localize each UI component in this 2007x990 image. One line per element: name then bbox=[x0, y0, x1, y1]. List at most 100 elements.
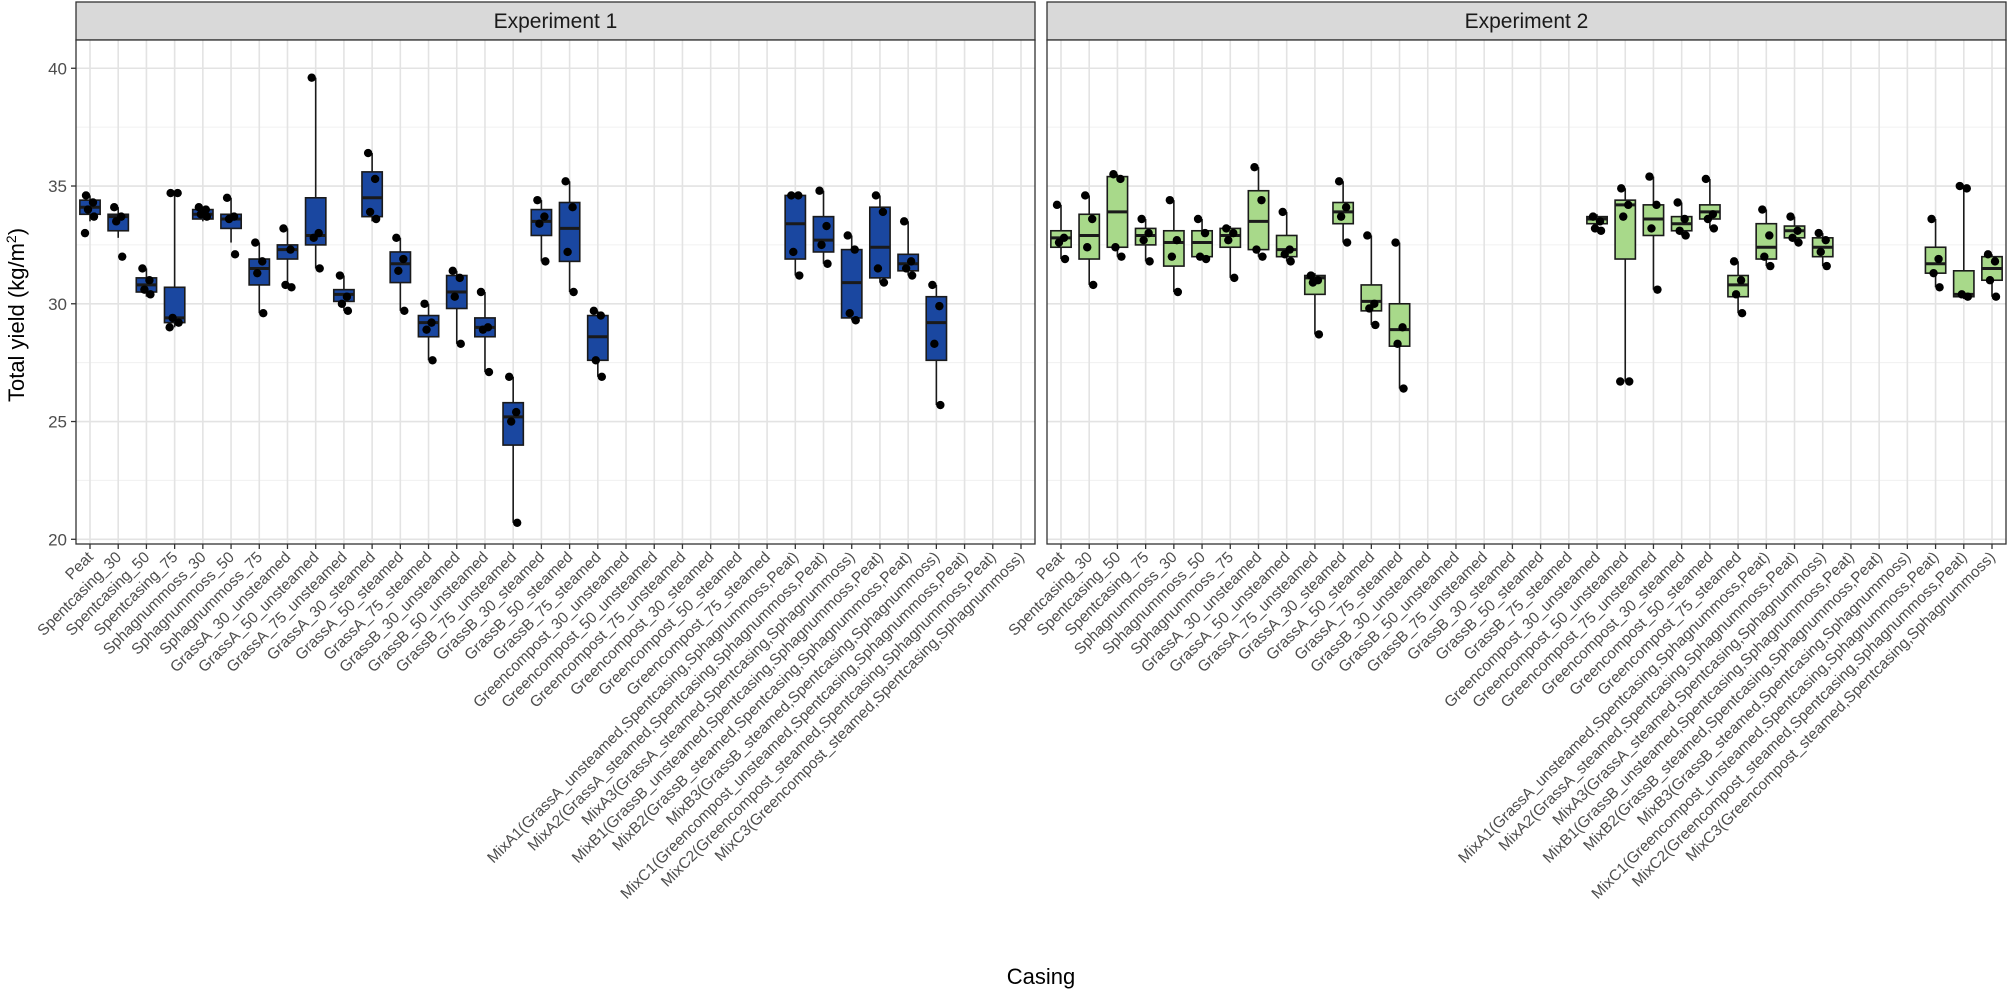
data-point bbox=[1680, 214, 1689, 224]
box-GrassB_30_steamed bbox=[530, 195, 553, 266]
data-point bbox=[1625, 377, 1634, 386]
box-MixB3(GrassB_steamed,Spentcasing,Sphagnummoss) bbox=[925, 280, 948, 410]
data-point bbox=[307, 73, 316, 82]
data-point bbox=[1341, 203, 1351, 212]
data-point bbox=[168, 313, 177, 323]
box-Greencompost_75_unsteamed bbox=[1642, 172, 1665, 294]
data-point bbox=[899, 217, 909, 226]
data-point bbox=[140, 285, 149, 294]
box-GrassA_30_steamed bbox=[361, 148, 384, 224]
data-point bbox=[789, 247, 798, 257]
box-MixC3(Greencompost_steamed,Spentcasing,Sphagnummoss) bbox=[1981, 250, 2003, 301]
data-point bbox=[476, 287, 486, 297]
data-point bbox=[1172, 235, 1182, 245]
data-point bbox=[224, 214, 234, 224]
box-Sphagnummoss_30 bbox=[191, 203, 214, 222]
box-Greencompost_50_steamed bbox=[1698, 174, 1721, 233]
strip-background bbox=[1046, 1, 2007, 41]
data-point bbox=[1588, 212, 1598, 221]
y-tick-label: 25 bbox=[48, 413, 67, 432]
data-point bbox=[138, 264, 147, 273]
data-point bbox=[1109, 170, 1118, 179]
data-point bbox=[568, 203, 577, 212]
data-point bbox=[1200, 228, 1210, 238]
box-GrassA_50_steamed bbox=[389, 233, 412, 316]
data-point bbox=[1222, 224, 1231, 233]
box-Sphagnummoss_30 bbox=[1162, 195, 1185, 297]
box-Spentcasing_30 bbox=[1078, 191, 1101, 290]
box-body bbox=[558, 201, 581, 263]
data-point bbox=[1617, 184, 1626, 193]
data-point bbox=[337, 299, 347, 308]
data-point bbox=[795, 271, 804, 280]
strip-title: Experiment 2 bbox=[1465, 10, 1589, 33]
box-GrassA_50_steamed bbox=[1360, 231, 1383, 330]
box-body bbox=[868, 206, 891, 279]
box-GrassA_75_steamed bbox=[417, 299, 440, 365]
data-point bbox=[1991, 292, 2001, 301]
box-body bbox=[361, 171, 384, 218]
panel-2: Experiment 2PeatSpentcasing_30Spentcasin… bbox=[1005, 1, 2007, 903]
data-point bbox=[907, 271, 917, 280]
data-point bbox=[88, 198, 98, 207]
data-point bbox=[1983, 250, 1993, 259]
data-point bbox=[1963, 292, 1972, 301]
data-point bbox=[879, 278, 889, 287]
data-point bbox=[1675, 226, 1684, 235]
data-point bbox=[166, 188, 175, 198]
data-point bbox=[512, 518, 522, 528]
data-point bbox=[1229, 228, 1238, 238]
strip-background bbox=[75, 1, 1036, 41]
data-point bbox=[194, 203, 204, 212]
data-point bbox=[371, 214, 381, 224]
box-body bbox=[1162, 229, 1185, 267]
data-point bbox=[1709, 224, 1719, 233]
data-point bbox=[597, 372, 607, 381]
data-point bbox=[1111, 243, 1120, 252]
box-MixC1(Greencompost_unsteamed,Spentcasing,Sphagnummoss,Peat) bbox=[1924, 214, 1947, 292]
data-point bbox=[1794, 238, 1803, 247]
data-point bbox=[817, 240, 826, 250]
data-point bbox=[1336, 212, 1346, 221]
data-point bbox=[1165, 195, 1175, 205]
box-Spentcasing_50 bbox=[1106, 170, 1129, 261]
data-point bbox=[112, 217, 121, 226]
box-GrassB_30_unsteamed bbox=[445, 266, 468, 349]
data-point bbox=[1766, 261, 1775, 271]
data-point bbox=[1363, 231, 1372, 240]
data-point bbox=[1786, 212, 1795, 221]
y-tick-label: 20 bbox=[48, 530, 67, 549]
data-point bbox=[504, 372, 514, 381]
data-point bbox=[1737, 308, 1747, 318]
box-MixC2(Greencompost_steamed,Spentcasing,Sphagnummoss,Peat) bbox=[1952, 181, 1975, 301]
data-point bbox=[1821, 235, 1830, 245]
box-MixA2(GrassA_steamed,Spentcasing,Sphagnummoss,Peat) bbox=[1783, 212, 1806, 247]
box-Sphagnummoss_75 bbox=[248, 238, 271, 318]
data-point bbox=[1929, 268, 1938, 278]
data-point bbox=[428, 356, 437, 365]
data-point bbox=[335, 271, 345, 280]
box-Greencompost_30_steamed bbox=[1670, 198, 1693, 240]
data-point bbox=[259, 308, 268, 318]
box-MixA1(GrassA_unsteamed,Spentcasing,Sphagnummoss,Peat) bbox=[784, 191, 807, 280]
data-point bbox=[202, 212, 212, 221]
data-point bbox=[1081, 191, 1090, 200]
panel-1: Experiment 1PeatSpentcasing_30Spentcasin… bbox=[34, 1, 1036, 903]
data-point bbox=[1088, 214, 1097, 224]
data-point bbox=[535, 219, 544, 228]
data-point bbox=[541, 257, 550, 266]
data-point bbox=[1985, 276, 1995, 285]
data-point bbox=[455, 273, 464, 283]
box-GrassB_75_steamed bbox=[586, 306, 609, 381]
data-point bbox=[1619, 212, 1628, 221]
box-GrassA_75_unsteamed bbox=[1303, 271, 1326, 339]
box-GrassA_75_steamed bbox=[1388, 238, 1411, 393]
data-point bbox=[1306, 271, 1316, 280]
data-point bbox=[873, 264, 883, 273]
data-point bbox=[823, 259, 832, 268]
data-point bbox=[1793, 226, 1802, 235]
data-point bbox=[315, 264, 324, 273]
data-point bbox=[1258, 252, 1267, 261]
data-point bbox=[1280, 250, 1289, 259]
plot-background bbox=[1047, 40, 2006, 544]
